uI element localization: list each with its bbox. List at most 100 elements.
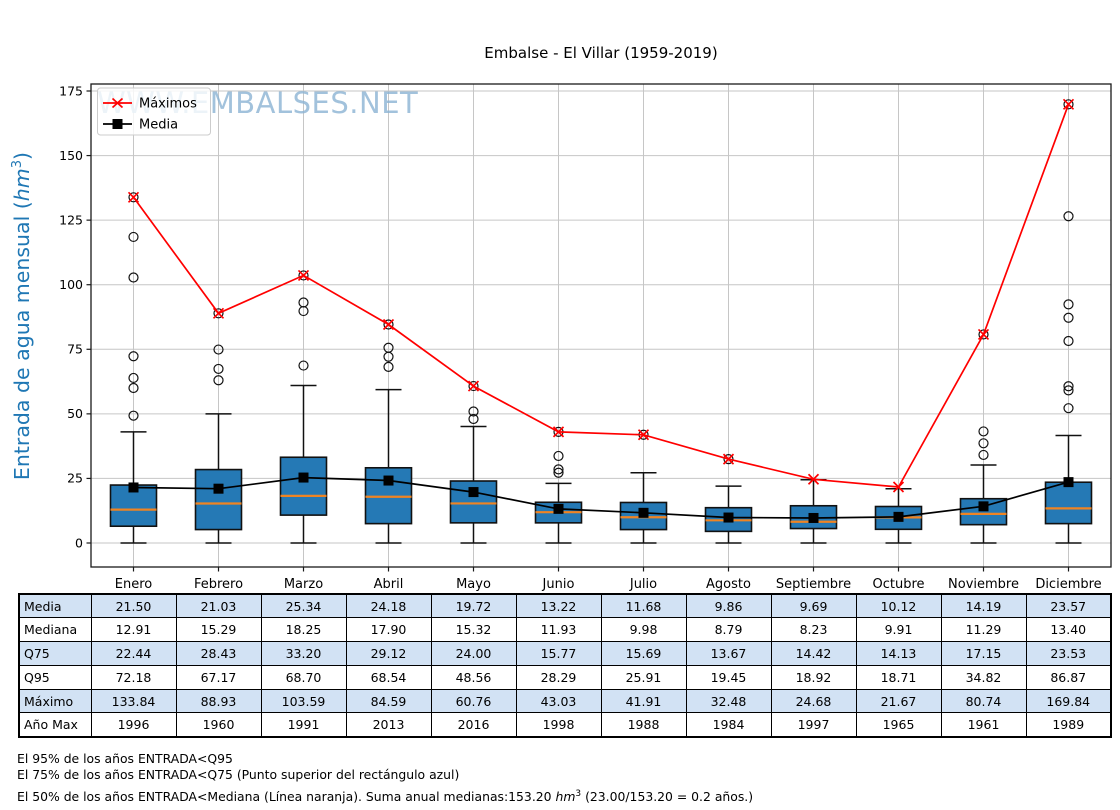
table-cell: 23.57 (1025, 593, 1112, 619)
media-marker (723, 512, 734, 523)
table-row-label: Q95 (18, 664, 92, 690)
table-cell: 28.43 (175, 641, 262, 666)
media-marker (383, 475, 394, 486)
x-tick-label: Diciembre (1035, 577, 1101, 592)
outlier-point (1063, 381, 1074, 392)
table-cell: 28.29 (515, 664, 602, 690)
table-cell: 1997 (770, 712, 857, 738)
table-cell: 15.77 (515, 641, 602, 666)
footnote-mediana-exponent: 3 (575, 789, 582, 799)
table-row-label: Mediana (18, 617, 92, 643)
maximos-marker (467, 380, 480, 392)
table-cell: 25.34 (260, 593, 347, 619)
maximos-marker (637, 429, 650, 441)
boxplot-enero (109, 431, 158, 544)
table-cell: 32.48 (685, 688, 772, 714)
table-cell: 23.53 (1025, 641, 1112, 666)
y-tick-label: 50 (67, 406, 83, 421)
maximos-marker (722, 453, 735, 465)
table-cell: 17.90 (345, 617, 432, 643)
table-cell: 15.32 (430, 617, 517, 643)
media-marker (298, 472, 309, 483)
table-cell: 14.42 (770, 641, 857, 666)
media-marker (808, 512, 819, 523)
outlier-point (383, 361, 394, 372)
table-cell: 1996 (90, 712, 177, 738)
outlier-point (383, 319, 394, 330)
outlier-point (128, 382, 139, 394)
table-row-label: Q75 (18, 641, 92, 666)
media-marker (128, 482, 139, 493)
y-tick-label: 0 (75, 535, 83, 550)
table-cell: 13.22 (515, 593, 602, 619)
table-cell: 48.56 (430, 664, 517, 690)
media-line (133, 476, 1069, 519)
outlier-point (128, 372, 139, 384)
table-cell: 1989 (1025, 712, 1112, 738)
outlier-point (128, 351, 139, 362)
table-cell: 133.84 (90, 688, 177, 714)
outlier-point (723, 454, 734, 465)
media-marker (638, 507, 649, 518)
media-marker (213, 483, 224, 494)
table-cell: 9.86 (685, 593, 772, 619)
maximos-marker (892, 481, 905, 493)
maximos-marker (382, 318, 395, 331)
outlier-point (1063, 403, 1074, 414)
outlier-point (128, 192, 139, 203)
footnote-mediana-suffix: (23.00/153.20 = 0.2 años.) (581, 789, 754, 805)
table-cell: 1961 (940, 712, 1027, 738)
legend: Máximos Media (97, 87, 211, 136)
table-cell: 21.03 (175, 593, 262, 619)
table-cell: 1965 (855, 712, 942, 738)
outlier-point (1063, 312, 1074, 323)
outlier-point (468, 406, 479, 417)
outlier-point (468, 413, 479, 425)
stats-table: Media 21.50 21.03 25.34 24.18 19.72 13.22 11.68… (18, 593, 1112, 738)
table-row-label: Media (18, 593, 92, 619)
media-marker (468, 487, 479, 498)
boxplot-marzo (279, 384, 328, 544)
x-tick-label: Octubre (872, 577, 924, 592)
table-cell: 12.91 (90, 617, 177, 643)
outlier-point (1063, 385, 1074, 396)
maximos-marker (127, 191, 140, 203)
x-tick-label: Septiembre (776, 577, 851, 592)
chart-title: Embalse - El Villar (1959-2019) (484, 44, 718, 62)
table-cell: 86.87 (1025, 664, 1112, 690)
table-cell: 103.59 (260, 688, 347, 714)
table-cell: 11.68 (600, 593, 687, 619)
stats-table-body: Media 21.50 21.03 25.34 24.18 19.72 13.22 11.68… (18, 593, 1112, 738)
outlier-point (298, 360, 309, 371)
table-cell: 88.93 (175, 688, 262, 714)
x-tick-label: Julio (629, 577, 657, 592)
x-tick-label: Agosto (706, 577, 751, 592)
media-marker (893, 511, 904, 522)
outlier-point (978, 329, 989, 340)
table-row-label: Máximo (18, 688, 92, 714)
table-cell: 34.82 (940, 664, 1027, 690)
footnote-mediana-unit: hm (555, 789, 576, 805)
outlier-point (1063, 335, 1074, 347)
table-cell: 80.74 (940, 688, 1027, 714)
maximos-marker (807, 473, 820, 485)
media-marker (553, 503, 564, 514)
table-cell: 18.71 (855, 664, 942, 690)
table-cell: 169.84 (1025, 688, 1112, 714)
legend-media-label: Media (139, 118, 178, 133)
outlier-point (978, 426, 989, 437)
table-row: Q95 72.18 67.17 68.70 68.54 48.56 28.29 25.91 19… (18, 664, 1112, 690)
table-row: Q75 22.44 28.43 33.20 29.12 24.00 15.77 15.69 13… (18, 641, 1112, 666)
box-iqr (1044, 481, 1093, 525)
table-cell: 43.03 (515, 688, 602, 714)
outlier-point (1063, 99, 1074, 110)
plot-frame (90, 83, 1112, 568)
table-cell: 9.98 (600, 617, 687, 643)
maximos-marker (552, 426, 565, 438)
boxplot-febrero (194, 413, 243, 544)
maximos-line (132, 104, 1070, 488)
table-cell: 21.50 (90, 593, 177, 619)
outlier-point (978, 449, 989, 461)
table-cell: 1984 (685, 712, 772, 738)
boxplot-mayo (449, 425, 498, 544)
